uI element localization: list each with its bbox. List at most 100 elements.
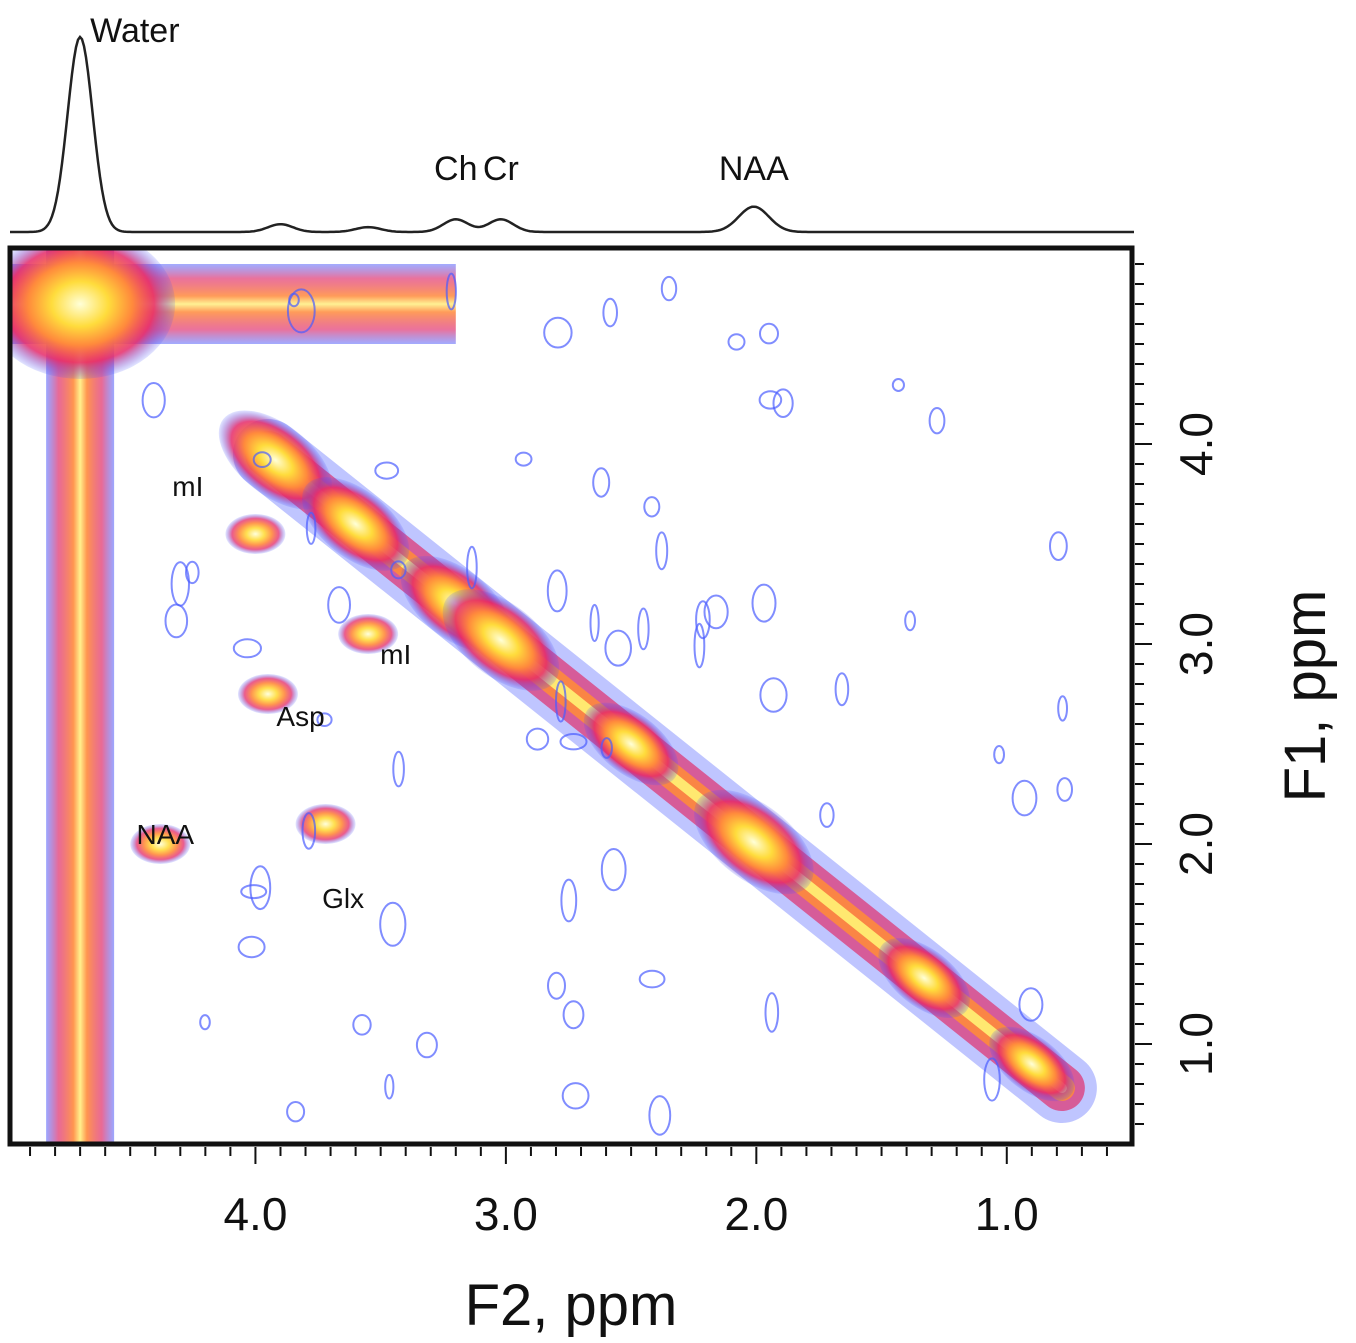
diagonal-peak <box>878 937 970 1019</box>
noise-contour <box>758 390 783 410</box>
noise-contour <box>928 407 946 435</box>
noise-contour <box>547 971 566 1000</box>
plot-frame <box>7 245 1135 1147</box>
noise-contour <box>759 322 779 345</box>
noise-contour <box>904 610 916 632</box>
noise-contour <box>415 1031 438 1059</box>
noise-contour <box>301 812 317 850</box>
cross-peak <box>295 804 356 844</box>
noise-contour <box>286 288 316 334</box>
noise-contour <box>655 531 669 571</box>
noise-contour <box>562 1000 585 1030</box>
noise-contour <box>249 865 272 911</box>
water-ridge-vertical <box>46 248 115 1144</box>
noise-contour <box>600 848 627 892</box>
diagonal-peak <box>302 477 410 571</box>
noise-contour <box>643 496 661 518</box>
cross-peak-label: Glx <box>322 883 364 914</box>
noise-contour <box>286 1101 306 1123</box>
noise-contour <box>1018 987 1044 1022</box>
x-tick-label: 1.0 <box>975 1188 1039 1240</box>
noise-contour <box>693 622 706 669</box>
noise-contour <box>352 1014 372 1036</box>
noise-contour <box>514 451 533 467</box>
diagonal-peak <box>218 410 333 510</box>
noise-contour <box>392 750 405 788</box>
noise-contour <box>703 594 729 630</box>
y-tick-label: 4.0 <box>1170 412 1222 476</box>
noise-contour <box>834 672 850 707</box>
y-tick-label: 3.0 <box>1170 612 1222 676</box>
noise-contour <box>660 275 678 302</box>
y-axis: 4.0 3.0 2.0 1.0 <box>1135 263 1222 1125</box>
noise-contour <box>727 333 746 351</box>
diagonal-peak <box>442 589 560 691</box>
projection-label: Ch <box>434 150 477 188</box>
noise-contour <box>589 603 600 643</box>
noise-contour <box>1057 695 1068 722</box>
noise-contour <box>637 607 650 651</box>
noise-contour <box>240 884 268 900</box>
noise-contour <box>445 272 457 311</box>
projection-labels: Water Ch Cr NAA <box>90 12 789 188</box>
y-tick-label: 2.0 <box>1170 812 1222 876</box>
cross-peak-label: mI <box>172 471 203 502</box>
noise-contour <box>379 901 407 947</box>
peak-blobs <box>130 410 1075 1102</box>
y-tick-label: 1.0 <box>1170 1012 1222 1076</box>
cross-peak <box>225 514 286 554</box>
noise-contour <box>1056 777 1073 802</box>
noise-contour <box>772 388 794 419</box>
noise-contour <box>543 316 573 349</box>
noise-contour <box>141 382 166 419</box>
noise-contour <box>695 600 711 640</box>
noise-contour <box>466 545 478 590</box>
noise-contour <box>891 378 906 392</box>
noise-contour <box>305 511 317 545</box>
noise-contour <box>232 638 262 659</box>
noise-contour <box>316 712 333 728</box>
x-axis-title: F2, ppm <box>465 1273 678 1338</box>
noise-contour <box>819 802 835 828</box>
noise-contour <box>638 969 666 989</box>
diagonal-peak <box>694 789 814 895</box>
noise-contour <box>592 467 611 498</box>
noise-contour <box>993 745 1005 765</box>
noise-contour <box>199 1014 211 1031</box>
cross-peak-labels: mI mI Asp NAA Glx <box>136 471 411 914</box>
x-tick-label: 2.0 <box>724 1188 788 1240</box>
noise-contour <box>600 737 613 759</box>
noise-contour <box>764 992 780 1033</box>
noise-contour <box>384 1073 395 1100</box>
noise-contour <box>170 561 191 607</box>
noise-contour <box>164 603 189 639</box>
diagonal-peak <box>583 702 679 786</box>
x-axis: 4.0 3.0 2.0 1.0 <box>29 1147 1108 1240</box>
noise-contour <box>525 727 550 751</box>
noise-contour <box>288 292 300 308</box>
noise-contour <box>252 451 272 469</box>
noise-contour <box>546 569 568 613</box>
noise-contour <box>560 878 578 923</box>
noise-contour <box>559 733 588 751</box>
diagonal-peak <box>989 1026 1075 1102</box>
projection-label: NAA <box>719 150 789 188</box>
projection-spectrum-line <box>10 35 1134 234</box>
cosy-contour-map <box>10 248 1097 1144</box>
y-axis-title: F1, ppm <box>1273 590 1338 803</box>
cross-peak-label: NAA <box>136 819 194 850</box>
cross-peak <box>338 614 399 654</box>
noise-contour <box>983 1057 1001 1102</box>
x-tick-label: 4.0 <box>223 1188 287 1240</box>
noise-contour <box>390 560 407 580</box>
noise-contour <box>751 583 777 623</box>
water-ridges <box>10 248 456 1144</box>
noise-contour <box>555 680 567 723</box>
noise-contour <box>648 1095 672 1136</box>
water-peak <box>10 248 176 379</box>
noise-contour <box>374 461 400 480</box>
projection-label: Cr <box>483 150 519 188</box>
noise-contour <box>1049 531 1068 561</box>
cross-peak-label: Asp <box>276 701 324 732</box>
